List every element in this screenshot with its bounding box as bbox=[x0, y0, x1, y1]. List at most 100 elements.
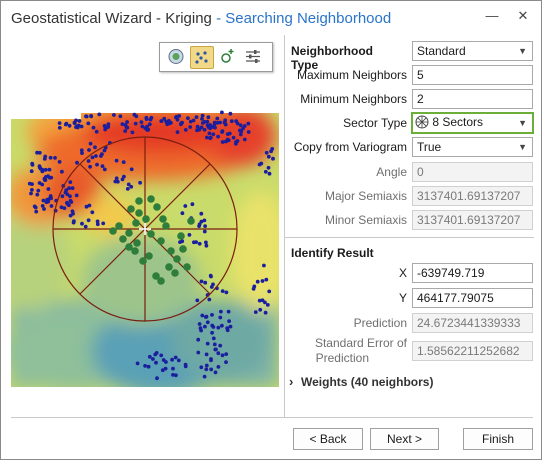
sample-point bbox=[42, 207, 46, 211]
sample-point bbox=[220, 323, 224, 328]
sample-point bbox=[178, 240, 182, 245]
chevron-down-icon: ▼ bbox=[518, 142, 527, 152]
sample-point bbox=[197, 241, 202, 246]
close-button[interactable]: ✕ bbox=[517, 8, 529, 23]
sector-type-select[interactable]: 8 Sectors ▼ bbox=[411, 112, 534, 134]
min-neighbors-input[interactable]: 2 bbox=[412, 89, 533, 109]
sample-point bbox=[197, 222, 202, 227]
std-error-label-line2: Prediction bbox=[315, 351, 369, 365]
sample-point bbox=[265, 303, 270, 307]
section-divider bbox=[284, 237, 534, 238]
neighbor-point bbox=[157, 277, 165, 285]
sample-point bbox=[238, 123, 243, 128]
sample-point bbox=[90, 155, 95, 160]
sample-point bbox=[202, 229, 207, 234]
neighborhood-type-select[interactable]: Standard ▼ bbox=[412, 41, 533, 61]
sample-point bbox=[238, 132, 243, 137]
sample-point bbox=[43, 178, 48, 182]
neighbor-point bbox=[142, 215, 150, 223]
sample-point bbox=[208, 123, 213, 127]
sample-point bbox=[139, 120, 144, 124]
sample-point bbox=[159, 353, 164, 358]
std-error-label-line1: Standard Error of bbox=[314, 336, 407, 350]
sample-point bbox=[71, 211, 75, 216]
sample-point bbox=[258, 307, 263, 312]
sample-point bbox=[183, 128, 188, 132]
sample-point bbox=[71, 220, 76, 225]
sample-point bbox=[86, 218, 91, 223]
sample-point bbox=[266, 165, 271, 170]
sample-point bbox=[270, 147, 275, 151]
sample-point bbox=[242, 137, 247, 142]
neighbor-points-layer bbox=[109, 195, 195, 285]
copy-from-variogram-select[interactable]: True ▼ bbox=[412, 137, 533, 157]
sample-point bbox=[211, 336, 216, 341]
preview-mode-icon[interactable] bbox=[165, 46, 187, 67]
title-sub: - Searching Neighborhood bbox=[211, 10, 392, 27]
sample-point bbox=[122, 174, 126, 179]
next-button[interactable]: Next > bbox=[370, 428, 439, 450]
sample-point bbox=[165, 122, 170, 127]
identify-result-title: Identify Result bbox=[291, 246, 374, 260]
max-neighbors-input[interactable]: 5 bbox=[412, 65, 533, 85]
sample-point bbox=[208, 126, 213, 131]
sample-point bbox=[74, 193, 79, 198]
x-input[interactable]: -639749.719 bbox=[412, 263, 533, 283]
sample-point bbox=[138, 180, 142, 185]
neighbor-point bbox=[131, 247, 139, 255]
sample-point bbox=[251, 286, 256, 291]
sample-point bbox=[129, 167, 134, 172]
sample-point bbox=[57, 125, 62, 130]
sample-point bbox=[49, 196, 53, 201]
add-point-icon[interactable] bbox=[216, 46, 238, 67]
prediction-map[interactable] bbox=[11, 101, 279, 387]
sample-point bbox=[35, 150, 39, 155]
identify-point-icon[interactable] bbox=[190, 46, 214, 69]
weights-expander[interactable]: › Weights (40 neighbors) bbox=[289, 374, 433, 389]
chevron-right-icon: › bbox=[289, 374, 294, 389]
sample-point bbox=[219, 309, 223, 314]
sample-point bbox=[59, 205, 64, 210]
neighborhood-type-label: Neighborhood Type bbox=[291, 44, 373, 72]
adjust-settings-icon[interactable] bbox=[242, 46, 264, 67]
std-error-output: 1.58562211252682 bbox=[412, 341, 533, 361]
sample-point bbox=[63, 122, 68, 127]
finish-button[interactable]: Finish bbox=[463, 428, 533, 450]
sample-point bbox=[205, 320, 210, 325]
sample-point bbox=[195, 124, 200, 129]
neighbor-point bbox=[132, 219, 140, 227]
sample-point bbox=[202, 127, 207, 132]
back-button[interactable]: < Back bbox=[293, 428, 363, 450]
sample-point bbox=[90, 210, 95, 215]
sample-point bbox=[148, 117, 153, 122]
sample-point bbox=[29, 191, 33, 196]
sample-point bbox=[53, 156, 57, 160]
sample-point bbox=[216, 325, 221, 330]
y-label: Y bbox=[398, 291, 407, 305]
sample-point bbox=[197, 322, 202, 326]
sample-point bbox=[37, 165, 42, 170]
neighbor-point bbox=[159, 215, 167, 223]
neighbor-point bbox=[135, 197, 143, 205]
sample-point bbox=[75, 124, 79, 129]
sample-point bbox=[179, 121, 184, 125]
sample-point bbox=[186, 116, 190, 120]
sample-point bbox=[95, 222, 100, 227]
sample-point bbox=[199, 365, 204, 370]
sample-point bbox=[143, 364, 148, 368]
title-main: Geostatistical Wizard - Kriging bbox=[11, 10, 212, 27]
sample-point bbox=[173, 355, 178, 360]
prediction-output: 24.6723441339333 bbox=[412, 313, 533, 333]
minimize-button[interactable]: — bbox=[485, 8, 499, 23]
chevron-down-icon: ▼ bbox=[518, 118, 527, 128]
sample-point bbox=[88, 164, 92, 169]
sample-point bbox=[195, 298, 200, 303]
sample-point bbox=[60, 169, 64, 174]
y-input[interactable]: 464177.79075 bbox=[412, 288, 533, 308]
sample-point bbox=[253, 310, 258, 314]
minor-semiaxis-input: 3137401.69137207 bbox=[412, 210, 533, 230]
sample-point bbox=[94, 154, 98, 158]
sample-point bbox=[133, 121, 138, 126]
sample-point bbox=[207, 131, 212, 136]
neighbor-point bbox=[167, 247, 175, 255]
